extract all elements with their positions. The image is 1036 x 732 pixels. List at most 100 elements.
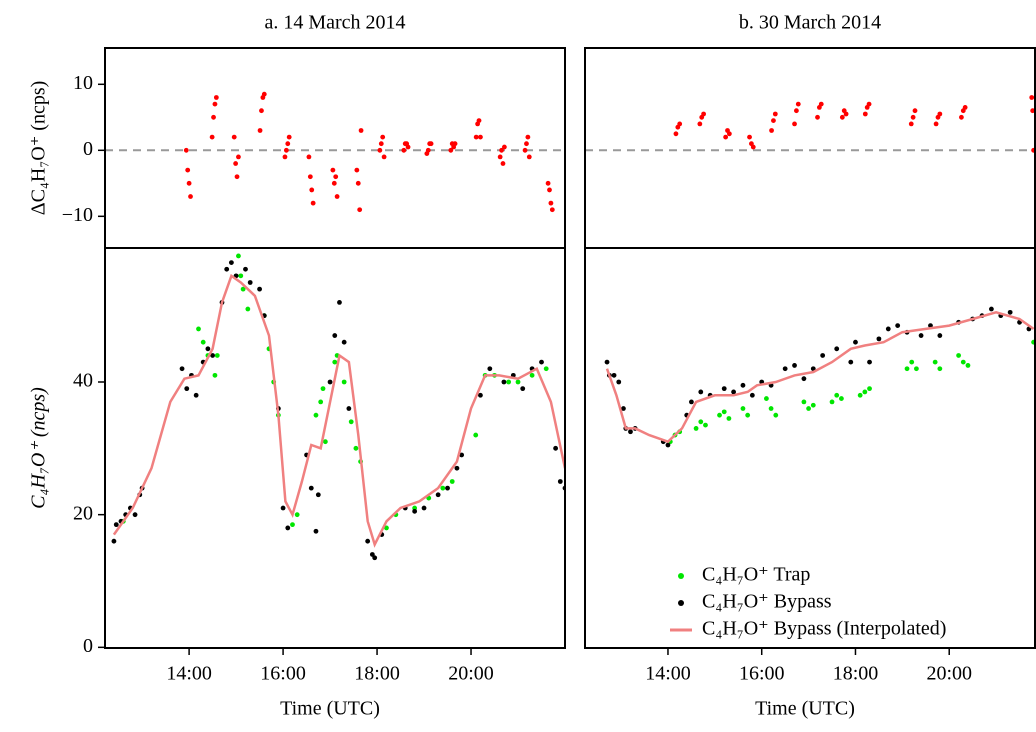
data-point <box>525 134 531 140</box>
data-point <box>233 161 239 166</box>
data-point <box>322 439 328 445</box>
data-point <box>476 118 482 124</box>
data-point <box>989 306 994 312</box>
y-tick-label: 0 <box>83 635 93 657</box>
x-tick-label: 20:00 <box>926 663 972 685</box>
data-point <box>721 386 727 392</box>
x-axis-label: Time (UTC) <box>755 698 855 720</box>
data-point <box>318 399 324 405</box>
data-point <box>240 286 246 292</box>
data-point <box>848 359 854 365</box>
data-point <box>196 326 201 332</box>
data-point <box>353 445 359 451</box>
data-point <box>440 485 446 491</box>
data-point <box>228 260 234 265</box>
data-point <box>501 379 507 385</box>
panel-title: a. 14 March 2014 <box>264 12 405 34</box>
data-point <box>834 392 840 398</box>
data-point <box>792 121 797 127</box>
data-point <box>908 121 914 127</box>
legend-swatch <box>678 573 684 579</box>
data-point <box>236 154 241 160</box>
data-point <box>962 105 968 110</box>
data-point <box>327 379 333 385</box>
data-point <box>245 306 251 312</box>
data-point <box>910 114 916 120</box>
data-point <box>932 359 938 365</box>
interpolated-line <box>605 310 1035 444</box>
data-point <box>726 416 732 421</box>
data-point <box>497 154 503 160</box>
data-point <box>380 134 386 140</box>
data-point <box>553 445 559 451</box>
data-point <box>937 366 943 372</box>
data-point <box>621 406 626 411</box>
data-point <box>355 180 361 186</box>
data-point <box>290 522 295 528</box>
y-tick-label: 10 <box>73 72 93 94</box>
data-point <box>912 108 918 114</box>
data-point <box>810 402 816 408</box>
data-point <box>723 134 729 140</box>
data-point <box>332 333 338 338</box>
data-point <box>529 372 535 378</box>
data-point <box>111 538 117 544</box>
data-point <box>257 286 262 292</box>
panel-frame <box>584 247 1036 649</box>
data-point <box>820 353 826 358</box>
data-point <box>740 406 746 411</box>
data-point <box>677 121 683 127</box>
data-point <box>348 419 354 425</box>
data-point <box>183 147 189 153</box>
data-point <box>801 376 807 382</box>
data-point <box>959 114 964 120</box>
data-point <box>520 386 526 392</box>
data-point <box>829 399 835 405</box>
data-point <box>726 131 732 137</box>
data-point <box>286 134 292 140</box>
data-point <box>750 144 756 150</box>
data-point <box>499 147 504 153</box>
data-point <box>238 273 244 279</box>
data-point <box>294 512 300 518</box>
x-tick-label: 16:00 <box>739 663 785 685</box>
data-point <box>721 409 727 415</box>
plot-area <box>585 95 1035 153</box>
data-point <box>701 111 706 117</box>
data-point <box>308 485 314 491</box>
legend-label: C₄H₇O⁺ Bypass <box>702 591 832 613</box>
data-point <box>428 141 434 147</box>
data-point <box>866 101 872 107</box>
data-point <box>545 180 551 186</box>
data-point <box>747 134 752 140</box>
data-point <box>794 108 799 114</box>
data-point <box>261 91 267 97</box>
data-point <box>186 180 192 186</box>
data-point <box>231 134 237 140</box>
data-point <box>815 114 820 120</box>
data-point <box>332 359 338 365</box>
legend-label: C₄H₇O⁺ Bypass (Interpolated) <box>702 618 946 640</box>
data-point <box>740 382 746 388</box>
data-point <box>200 339 206 345</box>
data-point <box>315 492 321 498</box>
data-point <box>769 128 774 133</box>
data-point <box>933 121 939 127</box>
data-point <box>357 207 363 213</box>
data-point <box>548 200 554 206</box>
x-tick-label: 16:00 <box>260 663 306 685</box>
data-point <box>862 111 868 117</box>
data-point <box>341 379 347 385</box>
data-point <box>771 118 776 124</box>
data-point <box>346 406 352 411</box>
data-point <box>449 479 455 484</box>
data-point <box>306 154 312 160</box>
data-point <box>412 505 418 511</box>
data-point <box>435 492 441 498</box>
data-point <box>213 95 219 100</box>
x-tick-label: 14:00 <box>166 663 212 685</box>
interpolated-line <box>112 273 565 548</box>
data-point <box>425 147 431 153</box>
data-point <box>454 465 460 471</box>
x-tick-label: 18:00 <box>354 663 400 685</box>
